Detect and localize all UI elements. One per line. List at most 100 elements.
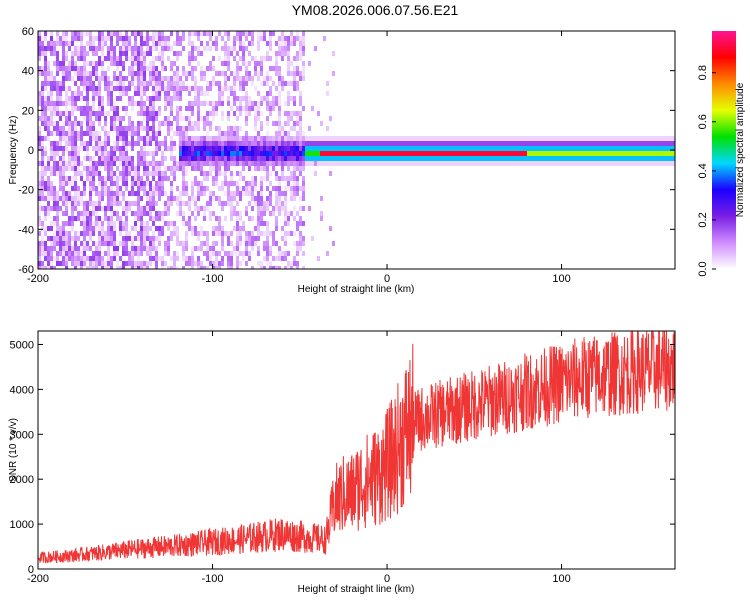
spectrogram-cell	[173, 231, 176, 236]
spectrogram-cell	[128, 201, 131, 206]
spectrogram-cell	[650, 161, 653, 166]
spectrogram-cell	[278, 161, 281, 166]
spectrogram-cell	[77, 91, 80, 96]
spectrogram-cell	[38, 221, 41, 226]
spectrogram-cell	[41, 41, 44, 46]
spectrogram-cell	[593, 156, 596, 161]
spectrogram-cell	[50, 51, 53, 56]
spectrogram-cell	[374, 156, 377, 161]
spectrogram-cell	[476, 161, 479, 166]
spectrogram-cell	[140, 196, 143, 201]
spectrogram-cell	[260, 56, 263, 61]
spectrogram-cell	[131, 136, 134, 141]
spectrogram-cell	[131, 256, 134, 261]
spectrogram-cell	[47, 201, 50, 206]
spectrogram-cell	[230, 146, 233, 151]
spectrogram-cell	[89, 191, 92, 196]
spectrogram-cell	[293, 141, 296, 146]
spectrogram-cell	[395, 136, 398, 141]
spectrogram-cell	[179, 41, 182, 46]
spectrogram-cell	[137, 91, 140, 96]
spectrogram-cell	[281, 251, 284, 256]
spectrogram-cell	[68, 251, 71, 256]
spectrogram-cell	[467, 136, 470, 141]
spectrogram-cell	[425, 151, 428, 156]
spectrogram-cell	[263, 141, 266, 146]
spectrogram-cell	[80, 66, 83, 71]
spectrogram-cell	[74, 121, 77, 126]
spectrogram-cell	[263, 96, 266, 101]
spectrogram-cell	[269, 101, 272, 106]
spectrogram-cell	[485, 141, 488, 146]
spectrogram-cell	[119, 146, 122, 151]
spectrogram-cell	[71, 261, 74, 266]
spectrogram-cell	[71, 146, 74, 151]
spectrogram-cell	[116, 136, 119, 141]
spectrogram-cell	[143, 206, 146, 211]
spectrogram-cell	[173, 86, 176, 91]
spectrogram-cell	[143, 106, 146, 111]
spectrogram-cell	[74, 146, 77, 151]
spectrogram-cell	[221, 86, 224, 91]
spectrogram-cell	[137, 71, 140, 76]
spectrogram-cell	[353, 146, 356, 151]
spectrogram-cell	[434, 141, 437, 146]
spectrogram-cell	[80, 216, 83, 221]
spectrogram-cell	[542, 136, 545, 141]
spectrogram-cell	[617, 156, 620, 161]
spectrogram-cell	[299, 131, 302, 136]
spectrogram-cell	[179, 76, 182, 81]
spectrogram-cell	[230, 86, 233, 91]
spectrogram-cell	[218, 166, 221, 171]
spectrogram-cell	[572, 141, 575, 146]
spectrogram-cell	[299, 76, 302, 81]
spectrogram-cell	[233, 91, 236, 96]
spectrogram-cell	[71, 56, 74, 61]
spectrogram-cell	[53, 61, 56, 66]
spectrogram-cell	[185, 141, 188, 146]
spectrogram-cell	[542, 161, 545, 166]
spectrogram-cell	[92, 61, 95, 66]
spectrogram-cell	[365, 156, 368, 161]
spectrogram-cell	[398, 151, 401, 156]
spectrogram-cell	[320, 136, 323, 141]
spectrogram-cell	[176, 111, 179, 116]
spectrogram-cell	[356, 151, 359, 156]
spectrogram-cell	[74, 246, 77, 251]
spectrogram-cell	[254, 176, 257, 181]
spectrogram-cell	[314, 156, 317, 161]
spectrogram-cell	[113, 121, 116, 126]
spectrogram-cell	[62, 101, 65, 106]
spectrogram-cell	[65, 146, 68, 151]
spectrogram-cell	[422, 151, 425, 156]
spectrogram-cell	[152, 66, 155, 71]
spectrogram-cell	[299, 96, 302, 101]
spectrogram-cell	[116, 126, 119, 131]
spectrogram-cell	[188, 136, 191, 141]
spectrogram-cell	[281, 126, 284, 131]
spectrogram-cell	[143, 211, 146, 216]
spectrogram-cell	[503, 161, 506, 166]
spectrogram-cell	[74, 201, 77, 206]
spectrogram-cell	[80, 201, 83, 206]
spectrogram-cell	[65, 96, 68, 101]
spectrogram-cell	[89, 71, 92, 76]
spectrogram-cell	[179, 241, 182, 246]
spectrogram-cell	[410, 151, 413, 156]
spectrogram-cell	[95, 111, 98, 116]
spectrogram-cell	[107, 266, 110, 269]
spectrogram-cell	[509, 161, 512, 166]
spectrogram-cell	[206, 251, 209, 256]
spectrogram-cell	[584, 151, 587, 156]
spectrogram-cell	[380, 136, 383, 141]
spectrogram-cell	[71, 206, 74, 211]
spectrogram-cell	[233, 161, 236, 166]
spectrogram-cell	[374, 136, 377, 141]
spectrogram-cell	[143, 166, 146, 171]
spectrogram-cell	[164, 36, 167, 41]
spectrogram-cell	[191, 161, 194, 166]
spectrogram-ylabel: Frequency (Hz)	[8, 116, 19, 185]
spectrogram-cell	[62, 66, 65, 71]
spectrogram-cell	[209, 166, 212, 171]
spectrogram-cell	[89, 161, 92, 166]
